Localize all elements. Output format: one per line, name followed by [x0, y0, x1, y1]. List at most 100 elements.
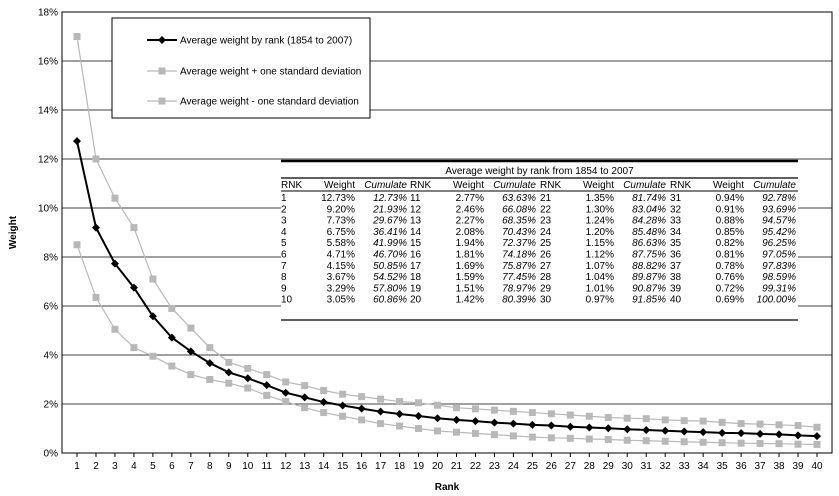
table-cell-rank: 23: [540, 216, 552, 227]
table-cell-weight: 4.71%: [327, 250, 355, 261]
table-cell-weight: 0.69%: [716, 295, 744, 306]
table-cell-cumulate: 77.45%: [502, 272, 536, 283]
x-tick-label: 36: [736, 461, 748, 472]
x-tick-label: 13: [299, 461, 311, 472]
data-point: [528, 420, 537, 429]
x-tick-label: 2: [93, 461, 99, 472]
data-point: [111, 194, 119, 202]
y-tick-label: 0%: [44, 449, 59, 460]
data-point: [434, 427, 442, 435]
table-cell-rank: 4: [281, 227, 287, 238]
data-point: [528, 409, 536, 417]
data-point: [547, 421, 556, 430]
table-cell-rank: 22: [540, 204, 552, 215]
table-cell-cumulate: 93.69%: [762, 204, 796, 215]
table-cell-cumulate: 66.08%: [502, 204, 536, 215]
x-tick-label: 25: [527, 461, 539, 472]
data-point: [129, 283, 138, 292]
table-cell-cumulate: 68.35%: [502, 216, 536, 227]
table-cell-cumulate: 97.05%: [762, 250, 796, 261]
data-point: [585, 435, 593, 443]
x-tick-label: 38: [773, 461, 785, 472]
table-cell-cumulate: 29.67%: [372, 216, 407, 227]
data-point: [509, 407, 517, 415]
table-cell-cumulate: 96.25%: [762, 238, 796, 249]
data-point: [186, 347, 195, 356]
legend-label: Average weight + one standard deviation: [180, 67, 361, 78]
table-cell-cumulate: 75.87%: [502, 261, 536, 272]
table-cell-rank: 38: [670, 272, 682, 283]
table-cell-cumulate: 46.70%: [373, 250, 407, 261]
x-tick-label: 4: [131, 461, 137, 472]
table-cell-weight: 0.85%: [716, 227, 744, 238]
legend: Average weight by rank (1854 to 2007) Ave…: [111, 17, 371, 119]
data-point: [225, 358, 233, 366]
y-tick-label: 14%: [38, 106, 58, 117]
legend-marker: [158, 97, 166, 105]
table-cell-weight: 1.59%: [456, 272, 484, 283]
data-point: [490, 418, 499, 427]
table-cell-cumulate: 94.57%: [762, 216, 796, 227]
legend-label: Average weight by rank (1854 to 2007): [180, 36, 352, 47]
x-tick-label: 16: [356, 461, 368, 472]
table-cell-weight: 1.30%: [586, 204, 614, 215]
data-point: [111, 325, 119, 333]
data-point: [680, 438, 688, 446]
data-point: [737, 439, 745, 447]
table-cell-rank: 40: [670, 295, 682, 306]
data-point: [206, 344, 214, 352]
table-cell-cumulate: 89.87%: [632, 272, 666, 283]
table-cell-weight: 0.91%: [716, 204, 744, 215]
plot-frame: [61, 11, 833, 454]
data-point: [91, 223, 100, 232]
x-tick-label: 22: [470, 461, 482, 472]
x-tick-label: 34: [698, 461, 710, 472]
table-cell-cumulate: 99.31%: [762, 283, 796, 294]
x-tick-label: 39: [792, 461, 804, 472]
data-point: [813, 440, 821, 448]
x-tick-label: 29: [603, 461, 615, 472]
data-point: [358, 393, 366, 401]
table-cell-cumulate: 88.82%: [632, 261, 666, 272]
table-header-rnk: RNK: [540, 180, 561, 191]
y-tick-label: 8%: [44, 253, 59, 264]
x-tick-label: 20: [432, 461, 444, 472]
data-point: [358, 416, 366, 424]
y-tick-label: 16%: [38, 57, 58, 68]
data-point: [642, 437, 650, 445]
table-cell-cumulate: 86.63%: [632, 238, 666, 249]
data-point: [168, 304, 176, 312]
data-point: [282, 378, 290, 386]
data-point: [452, 415, 461, 424]
table-cell-weight: 1.42%: [456, 295, 484, 306]
data-point: [547, 434, 555, 442]
data-table: Average weight by rank from 1854 to 2007…: [281, 159, 798, 322]
x-tick-label: 31: [641, 461, 653, 472]
data-point: [471, 429, 479, 437]
data-point: [243, 374, 252, 383]
legend-marker: [158, 67, 166, 75]
table-cell-cumulate: 36.41%: [373, 227, 407, 238]
x-tick-label: 24: [508, 461, 520, 472]
table-cell-rank: 14: [410, 227, 422, 238]
y-tick-label: 6%: [44, 302, 59, 313]
x-tick-label: 8: [207, 461, 213, 472]
series-line: [76, 36, 818, 428]
y-tick-label: 18%: [38, 8, 58, 19]
table-cell-rank: 26: [540, 250, 552, 261]
data-point: [452, 404, 460, 412]
table-cell-cumulate: 97.83%: [762, 261, 796, 272]
x-tick-label: 7: [188, 461, 194, 472]
y-tick-label: 10%: [38, 204, 58, 215]
table-cell-rank: 15: [410, 238, 422, 249]
table-cell-rank: 37: [670, 261, 682, 272]
table-cell-weight: 2.27%: [456, 216, 484, 227]
data-point: [718, 439, 726, 447]
table-cell-rank: 2: [281, 204, 287, 215]
y-axis-title: Weight: [8, 215, 19, 249]
table-cell-rank: 19: [410, 283, 422, 294]
data-point: [737, 420, 745, 428]
data-point: [585, 412, 593, 420]
x-tick-label: 21: [451, 461, 463, 472]
